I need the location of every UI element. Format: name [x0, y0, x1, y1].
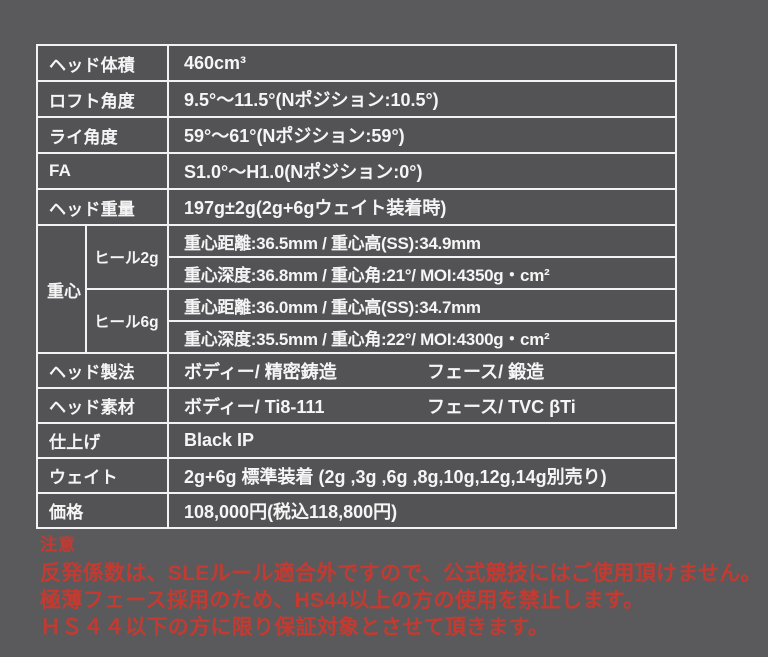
spec-label-loft-angle: ロフト角度 [38, 82, 167, 116]
spec-value-face-material: フェース/ TVC βTi [427, 396, 576, 417]
spec-label-head-weight: ヘッド重量 [38, 190, 167, 224]
spec-label-center-of-gravity: 重心 [38, 226, 85, 352]
spec-label-head-construction: ヘッド製法 [38, 354, 167, 387]
spec-value-lie-angle: 59°〜61°(Nポジション:59°) [169, 118, 675, 152]
spec-value-heel-2g-line2: 重心深度:36.8mm / 重心角:21°/ MOI:4350g・cm² [169, 258, 675, 288]
spec-value-heel-2g-line1: 重心距離:36.5mm / 重心高(SS):34.9mm [169, 226, 675, 256]
spec-value-heel-6g-line1: 重心距離:36.0mm / 重心高(SS):34.7mm [169, 290, 675, 320]
club-head-spec-table: ヘッド体積 460cm³ ロフト角度 9.5°〜11.5°(Nポジション:10.… [36, 44, 677, 529]
spec-label-finish: 仕上げ [38, 424, 167, 457]
spec-value-price: 108,000円(税込118,800円) [169, 494, 675, 527]
spec-label-head-material: ヘッド素材 [38, 389, 167, 422]
caution-line-sle-rule: 反発係数は、SLEルール適合外ですので、公式競技にはご使用頂けません。 [40, 562, 762, 585]
spec-value-head-volume: 460cm³ [169, 46, 675, 80]
spec-label-heel-6g: ヒール6g [87, 290, 167, 352]
spec-label-head-volume: ヘッド体積 [38, 46, 167, 80]
spec-value-heel-6g-line2: 重心深度:35.5mm / 重心角:22°/ MOI:4300g・cm² [169, 322, 675, 352]
spec-value-head-material: ボディー/ Ti8-111 フェース/ TVC βTi [169, 389, 675, 422]
spec-value-body-material: ボディー/ Ti8-111 [184, 396, 325, 417]
spec-label-weight: ウェイト [38, 459, 167, 492]
caution-notice: 注意 反発係数は、SLEルール適合外ですので、公式競技にはご使用頂けません。 極… [40, 534, 762, 641]
caution-line-warranty: ＨＳ４４以下の方に限り保証対象とさせて頂きます。 [40, 616, 550, 639]
spec-value-loft-angle: 9.5°〜11.5°(Nポジション:10.5°) [169, 82, 675, 116]
spec-label-lie-angle: ライ角度 [38, 118, 167, 152]
spec-value-head-construction: ボディー/ 精密鋳造 フェース/ 鍛造 [169, 354, 675, 387]
caution-title: 注意 [40, 535, 76, 554]
spec-value-head-weight: 197g±2g(2g+6gウェイト装着時) [169, 190, 675, 224]
caution-line-hs44-limit: 極薄フェース採用のため、HS44以上の方の使用を禁止します。 [40, 589, 645, 612]
spec-value-finish: Black IP [169, 424, 675, 457]
spec-label-price: 価格 [38, 494, 167, 527]
spec-label-fa: FA [38, 154, 167, 188]
spec-value-fa: S1.0°〜H1.0(Nポジション:0°) [169, 154, 675, 188]
spec-label-heel-2g: ヒール2g [87, 226, 167, 288]
spec-value-weight: 2g+6g 標準装着 (2g ,3g ,6g ,8g,10g,12g,14g別売… [169, 459, 675, 492]
spec-value-face-construction: フェース/ 鍛造 [427, 361, 545, 382]
spec-value-body-construction: ボディー/ 精密鋳造 [184, 361, 337, 382]
